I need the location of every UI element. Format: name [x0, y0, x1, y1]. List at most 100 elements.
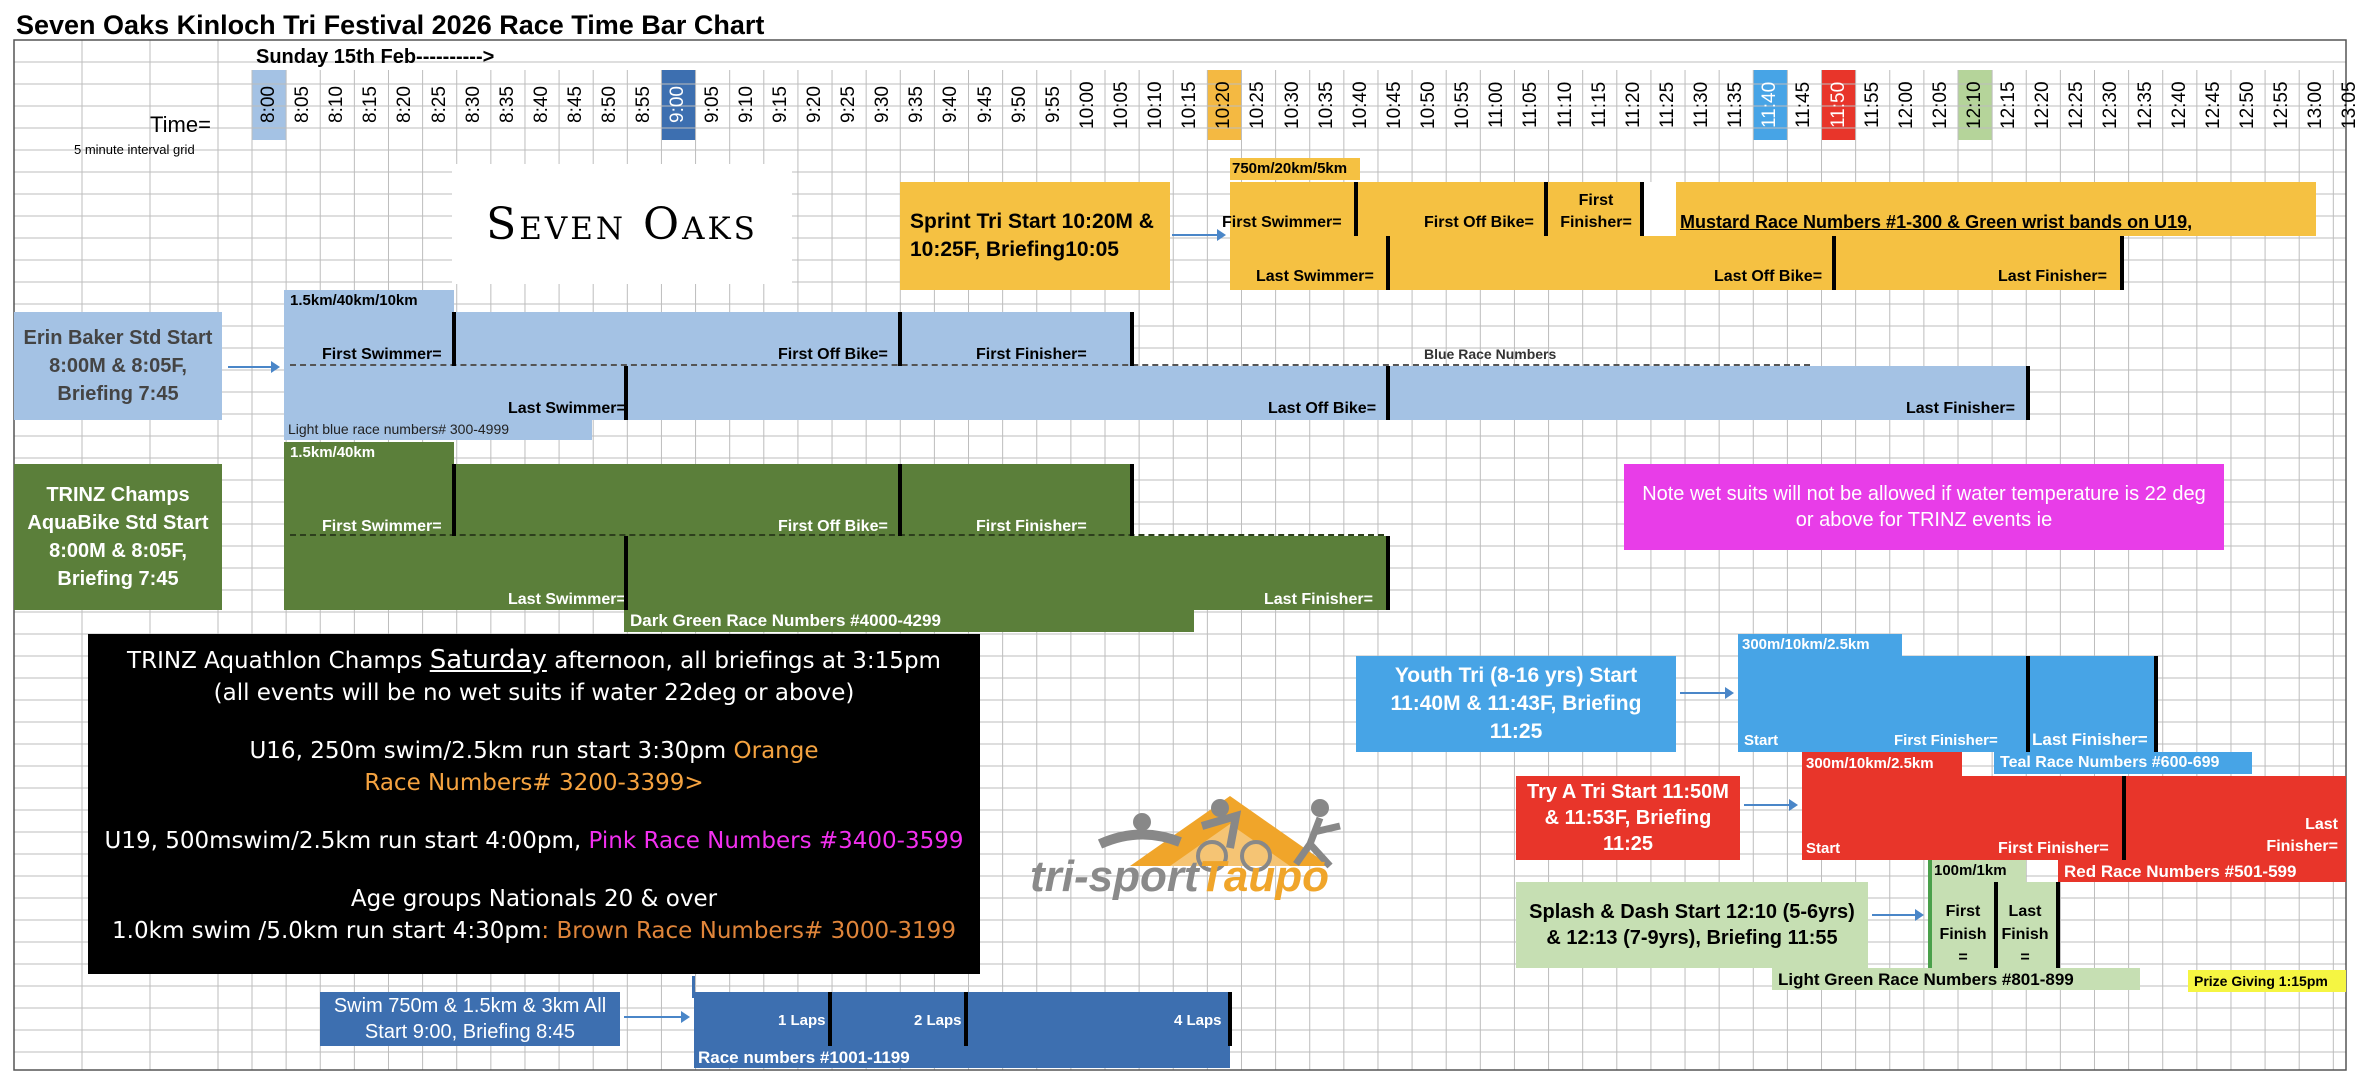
youth-event-text: Youth Tri (8-16 yrs) Start 11:40M & 11:4… [1390, 664, 1642, 743]
tick-label: 10:40 [1349, 81, 1371, 129]
sprint-first-swimmer: First Swimmer= [1222, 214, 1342, 231]
tick-label: 13:05 [2339, 81, 2360, 129]
trinz-marker [1386, 536, 1390, 610]
erin-last-offbike: Last Off Bike= [1268, 400, 1377, 417]
trinz-marker [1130, 464, 1134, 536]
sprint-first-row-a [1230, 182, 1644, 236]
tick-label: 13:00 [2305, 81, 2327, 129]
tick-label: 12:10 [1964, 81, 1985, 129]
youth-connector-arrow [1680, 687, 1734, 699]
tick-label: 9:40 [940, 86, 962, 124]
youth-first-finisher: First Finisher= [1894, 732, 1998, 749]
aquathlon-u16-numbers: Race Numbers# 3200-3399> [364, 770, 704, 796]
swim-race-bar [694, 992, 1230, 1046]
youth-event-label: Youth Tri (8-16 yrs) Start 11:40M & 11:4… [1356, 656, 1676, 752]
swim-lap-2: 2 Laps [914, 1012, 962, 1029]
sprint-first-finisher: First Finisher= [1556, 190, 1636, 234]
tick-label: 12:05 [1929, 81, 1951, 129]
tick-label: 8:55 [633, 86, 655, 124]
tick-label: 10:05 [1111, 81, 1132, 129]
trinz-event-label: TRINZ Champs AquaBike Std Start 8:00M & … [14, 464, 222, 610]
trinz-first-row [284, 464, 1132, 536]
tick-label: 8:25 [428, 86, 450, 124]
tick-label: 9:50 [1008, 86, 1030, 124]
trinz-last-swimmer: Last Swimmer= [508, 591, 626, 608]
aquathlon-spacer [88, 709, 980, 735]
tick-label: 8:05 [292, 86, 314, 124]
swim-marker [828, 992, 832, 1046]
splash-light-green-numbers: Light Green Race Numbers #801-899 [1778, 970, 2074, 989]
tick-label: 12:15 [1998, 81, 2020, 129]
sprint-first-offbike: First Off Bike= [1424, 214, 1534, 231]
erin-last-row [284, 366, 2030, 420]
tick-label: 10:25 [1247, 81, 1269, 129]
aquathlon-info-box: TRINZ Aquathlon Champs Saturday afternoo… [88, 634, 980, 974]
sprint-first-row-b [1676, 182, 2316, 236]
tick-label: 11:20 [1622, 81, 1644, 129]
sprint-notch [1644, 182, 1676, 236]
aquathlon-u19-line: U19, 500mswim/2.5km run start 4:00pm, Pi… [88, 825, 980, 857]
trya-start: Start [1806, 840, 1841, 857]
sprint-event-text: Sprint Tri Start 10:20M & 10:25F, Briefi… [910, 210, 1154, 261]
splash-marker [2056, 882, 2060, 968]
trinz-first-offbike: First Off Bike= [778, 518, 888, 535]
trya-event-label: Try A Tri Start 11:50M & 11:53F, Briefin… [1516, 776, 1740, 860]
splash-note-bar [1772, 968, 2140, 990]
aquathlon-u16-orange: Orange [733, 738, 819, 764]
tick-label: 12:40 [2168, 81, 2190, 129]
tick-label: 9:00 [667, 86, 689, 124]
splash-distance-label: 100m/1km [1934, 862, 2007, 879]
swim-lap-4: 4 Laps [1174, 1012, 1222, 1029]
swim-connector-arrow [624, 1011, 690, 1023]
tick-label: 8:20 [394, 86, 416, 124]
tick-label: 10:45 [1383, 81, 1405, 129]
tick-label: 12:35 [2134, 81, 2156, 129]
trya-marker [2122, 776, 2126, 860]
splash-event-label: Splash & Dash Start 12:10 (5-6yrs) & 12:… [1516, 882, 1868, 968]
tick-label: 11:55 [1861, 81, 1883, 129]
tick-label: 8:40 [530, 86, 552, 124]
sprint-marker [1386, 236, 1390, 290]
trya-note-bar [2058, 860, 2346, 882]
trinz-note-bar [624, 610, 1194, 632]
trinz-first-finisher: First Finisher= [976, 518, 1087, 535]
swim-event-text: Swim 750m & 1.5km & 3km All Start 9:00, … [333, 995, 607, 1043]
aquathlon-l1c: afternoon, all briefings at 3:15pm [546, 648, 941, 674]
tick-label: 10:20 [1213, 81, 1235, 129]
tick-label: 11:35 [1725, 81, 1747, 129]
aquathlon-u16-line: U16, 250m swim/2.5km run start 3:30pm Or… [88, 735, 980, 767]
trya-first-finisher: First Finisher= [1998, 840, 2109, 857]
trinz-marker [452, 464, 456, 536]
aquathlon-age-line-2: 1.0km swim /5.0km run start 4:30pm: Brow… [88, 915, 980, 947]
youth-marker [2026, 656, 2030, 752]
tick-label: 8:45 [565, 86, 587, 124]
aquathlon-brown: Brown Race Numbers# 3000-3199 [549, 918, 956, 944]
sprint-marker [1354, 182, 1358, 236]
youth-race-bar [1738, 656, 2158, 752]
aquathlon-spacer [88, 857, 980, 883]
tick-label: 12:30 [2100, 81, 2122, 129]
trinz-note: Dark Green Race Numbers #4000-4299 [630, 611, 941, 630]
splash-connector-arrow [1872, 909, 1924, 921]
tick-label: 10:10 [1145, 81, 1167, 129]
erin-last-finisher: Last Finisher= [1906, 400, 2015, 417]
erin-blue-numbers: Blue Race Numbers [1424, 346, 1557, 362]
trya-race-bar [1802, 776, 2346, 860]
aquathlon-ag2a: 1.0km swim /5.0km run start 4:30pm [112, 918, 542, 944]
youth-note-bar [1994, 752, 2252, 774]
sprint-last-offbike: Last Off Bike= [1714, 268, 1823, 285]
seven-oaks-logo-text: Seven Oaks [486, 198, 758, 250]
taupo-word: Taupō [1198, 852, 1330, 901]
sprint-distance-bar [1230, 158, 1360, 180]
tick-label: 9:10 [735, 86, 757, 124]
youth-marker [2154, 656, 2158, 752]
tick-label: 11:00 [1486, 81, 1508, 129]
erin-marker [2026, 366, 2030, 420]
aquathlon-u19-pink: Pink Race Numbers #3400-3599 [588, 828, 964, 854]
trya-distance-bar [1802, 752, 1962, 776]
tick-label: 12:00 [1895, 81, 1917, 129]
tick-label: 12:20 [2032, 81, 2054, 129]
youth-distance-label: 300m/10km/2.5km [1742, 636, 1870, 653]
tick-label: 9:45 [974, 86, 996, 124]
erin-distance-label: 1.5km/40km/10km [290, 292, 418, 309]
